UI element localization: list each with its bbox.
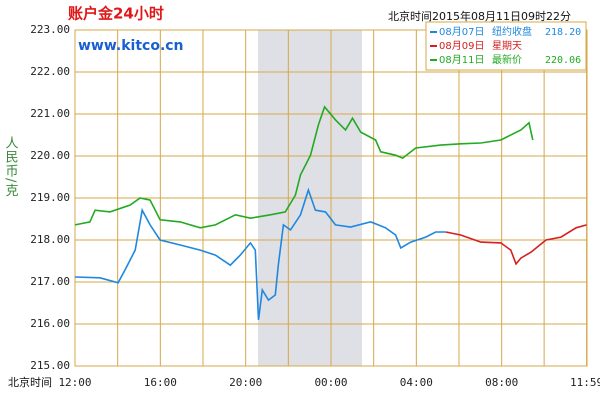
series-line: [74, 105, 534, 229]
series-line: [445, 224, 587, 266]
legend-note: 最新价: [492, 53, 522, 66]
y-tick-label: 221.00: [30, 107, 70, 120]
y-tick-label: 216.00: [30, 317, 70, 330]
legend-box: [425, 21, 587, 71]
legend-last: 218.20: [545, 27, 581, 38]
y-axis-label: 人民币/克: [3, 136, 19, 198]
y-tick-label: 222.00: [30, 65, 70, 78]
x-tick-label: 12:00: [58, 376, 91, 389]
y-tick-label: 223.00: [30, 23, 70, 36]
x-tick-label: 16:00: [144, 376, 177, 389]
x-tick-label: 00:00: [314, 376, 347, 389]
y-tick-label: 219.00: [30, 191, 70, 204]
legend-last: 220.06: [545, 55, 581, 66]
legend-name: 08月07日: [439, 26, 484, 38]
y-tick-label: 217.00: [30, 275, 70, 288]
chart-title: 账户金24小时: [68, 5, 164, 23]
x-axis-label: 北京时间: [8, 375, 52, 389]
x-tick-label: 11:59: [570, 376, 600, 389]
plot-frame: [74, 29, 588, 367]
y-tick-label: 215.00: [30, 359, 70, 372]
legend-name: 08月11日: [439, 54, 484, 66]
x-tick-label: 08:00: [485, 376, 518, 389]
y-tick-label: 220.00: [30, 149, 70, 162]
series-line: [74, 187, 446, 320]
legend-note: 星期天: [492, 40, 522, 52]
x-tick-label: 20:00: [229, 376, 262, 389]
legend-note: 纽约收盘: [492, 25, 532, 38]
y-tick-label: 218.00: [30, 233, 70, 246]
x-tick-label: 04:00: [400, 376, 433, 389]
legend-name: 08月09日: [439, 40, 484, 52]
site-label: www.kitco.cn: [78, 38, 184, 54]
timestamp: 北京时间2015年08月11日09时22分: [388, 9, 571, 23]
